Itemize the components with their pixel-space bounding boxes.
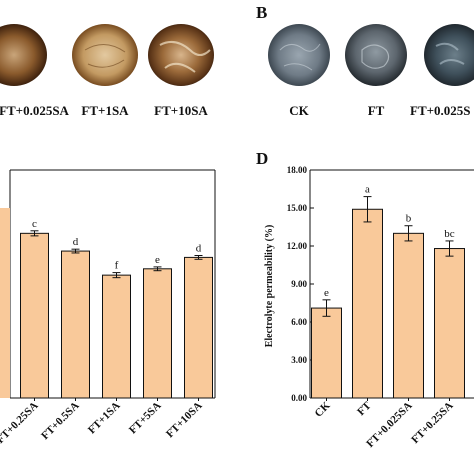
significance-label: f xyxy=(115,260,119,272)
bar xyxy=(102,274,131,399)
x-tick-label: CK xyxy=(312,399,332,419)
bar xyxy=(352,208,383,399)
panel-d-letter: D xyxy=(256,149,268,168)
leaf-disc-photo xyxy=(0,24,47,86)
x-tick-label: FT+1SA xyxy=(86,400,123,437)
panel-a-label: FT+10SA xyxy=(154,103,208,118)
x-tick-label: FT xyxy=(355,399,374,418)
panel-d-chart: D Electrolyte permeability (%) 0.00 3.00 6… xyxy=(256,149,474,450)
y-tick-label: 3.00 xyxy=(291,355,307,365)
bar-cropped xyxy=(0,208,10,398)
bar xyxy=(20,232,49,399)
leaf-disc-photo xyxy=(268,24,330,86)
y-tick-label: 6.00 xyxy=(291,317,307,327)
panel-b-letter: B xyxy=(256,3,267,22)
y-tick-label: 9.00 xyxy=(291,279,307,289)
panel-b-label: CK xyxy=(289,103,309,118)
leaf-disc-photo xyxy=(148,24,214,86)
significance-label: d xyxy=(196,243,202,255)
leaf-disc-photo xyxy=(72,24,138,86)
panel-b-label: FT+0.025S xyxy=(410,103,471,118)
y-tick-label: 15.00 xyxy=(287,203,308,213)
significance-label: b xyxy=(406,213,412,225)
significance-label: e xyxy=(324,287,329,299)
x-tick-label: FT+5SA xyxy=(127,400,164,437)
x-tick-label: FT+0.25SA xyxy=(409,400,455,446)
significance-label: e xyxy=(155,254,160,266)
y-tick-label: 12.00 xyxy=(287,241,308,251)
significance-label: d xyxy=(73,236,79,248)
bar xyxy=(143,268,172,399)
panel-a-label: FT+1SA xyxy=(81,103,129,118)
x-tick-label: FT+10SA xyxy=(164,400,205,441)
bar xyxy=(311,307,342,399)
bar xyxy=(184,256,213,399)
leaf-disc-photo xyxy=(424,24,474,86)
x-tick-label: FT+0.25SA xyxy=(0,400,41,446)
x-tick-label: FT+0.5SA xyxy=(39,400,82,443)
y-axis-label: Electrolyte permeability (%) xyxy=(264,225,275,348)
significance-label: c xyxy=(32,218,37,230)
bar xyxy=(393,232,424,399)
panel-a-label: FT+0.025SA xyxy=(0,103,70,118)
y-tick-label: 0.00 xyxy=(291,393,307,403)
leaf-disc-photo xyxy=(345,24,407,86)
panel-a-photos: FT+0.025SA FT+1SA FT+10SA xyxy=(0,24,214,118)
panel-b-label: FT xyxy=(368,103,385,118)
y-tick-label: 18.00 xyxy=(287,165,308,175)
bar xyxy=(61,250,90,399)
significance-label: bc xyxy=(444,228,455,240)
significance-label: a xyxy=(365,184,370,196)
panel-b-photos: B CK FT FT+0.025S xyxy=(256,3,474,118)
panel-c-chart: c FT+0.25SA d FT+0.5SA f FT+1SA e FT+5SA d FT+10S… xyxy=(0,169,216,446)
bar xyxy=(434,248,465,399)
